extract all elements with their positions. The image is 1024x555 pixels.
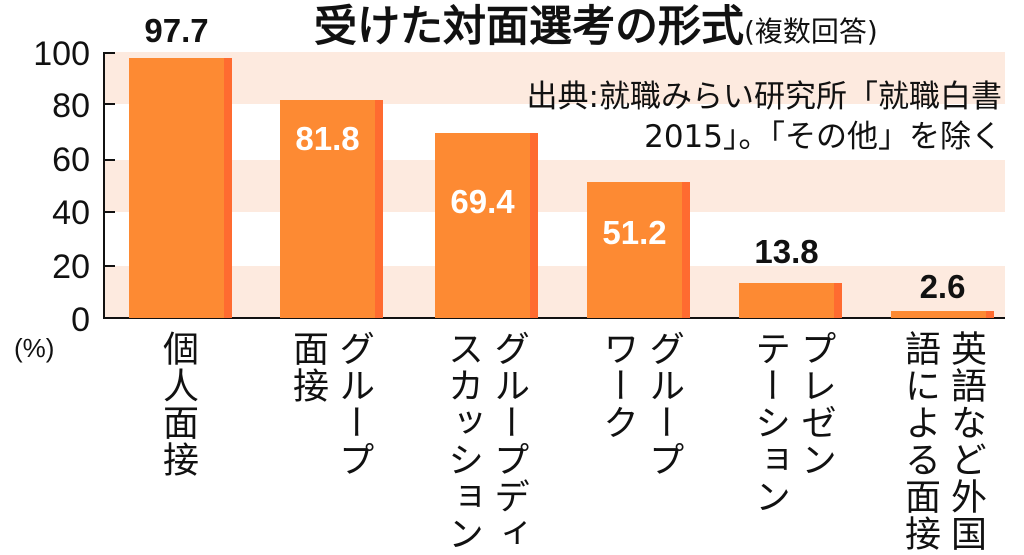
grid-band-20-0 [103, 266, 1005, 318]
value-label: 81.8 [295, 120, 360, 157]
x-label-line: 面接 [287, 330, 328, 404]
y-tick-label: 0 [71, 301, 90, 339]
x-category-label: グループ ワーク [595, 330, 685, 478]
chart-title-text: 受けた対面選考の形式 [314, 2, 744, 52]
y-axis [103, 52, 105, 319]
y-tick-label: 100 [33, 35, 90, 73]
y-tick [103, 52, 115, 54]
bar-group-interview [280, 100, 383, 318]
x-label-line: 個人面接 [157, 330, 198, 478]
y-tick-label: 20 [52, 248, 90, 286]
x-category-label: プレゼン テーション [747, 330, 837, 515]
grid-band-60-40 [103, 160, 1005, 212]
x-label-line: テーション [749, 330, 790, 515]
x-category-label: 個人面接 [155, 330, 199, 478]
bar-foreign-language-interview [891, 311, 994, 318]
x-axis [103, 317, 1005, 319]
source-line-2: 2015」。「その他」を除く [644, 119, 1002, 155]
y-tick [103, 159, 115, 161]
y-tick [103, 265, 115, 267]
y-tick [103, 211, 115, 213]
x-label-line: スカッション [442, 330, 483, 552]
chart-subtitle: (複数回答) [744, 15, 878, 48]
value-label: 69.4 [450, 183, 515, 220]
x-category-label: グループ 面接 [285, 330, 375, 478]
value-label: 13.8 [754, 233, 819, 270]
x-label-line: ワーク [597, 330, 638, 441]
x-label-line: プレゼン [795, 330, 836, 478]
value-label: 51.2 [602, 214, 667, 251]
bar-individual-interview [129, 58, 232, 318]
grid-band-100-80 [103, 52, 1005, 104]
x-label-line: グループ [643, 330, 684, 478]
y-tick [103, 103, 115, 105]
x-label-line: 語による面接 [899, 330, 940, 552]
chart-title: 受けた対面選考の形式(複数回答) [314, 2, 878, 57]
value-label: 2.6 [919, 268, 966, 305]
value-label: 97.7 [144, 12, 209, 49]
x-category-label: 英語など外国 語による面接 [897, 330, 987, 552]
y-tick-label: 40 [52, 194, 90, 232]
bar-presentation [739, 283, 842, 318]
x-category-label: グループディ スカッション [440, 330, 530, 552]
x-label-line: グループ [333, 330, 374, 478]
chart-source-note: 出典:就職みらい研究所「就職白書 2015」。「その他」を除く [442, 77, 1002, 157]
y-tick-label: 60 [52, 141, 90, 179]
bar-group-discussion [435, 133, 538, 318]
y-unit-label: (%) [14, 333, 55, 363]
bar-group-work [587, 182, 690, 318]
y-tick-label: 80 [52, 87, 90, 125]
x-label-line: 英語など外国 [945, 330, 986, 552]
source-line-1: 出典:就職みらい研究所「就職白書 [526, 79, 1002, 115]
x-label-line: グループディ [488, 330, 529, 552]
